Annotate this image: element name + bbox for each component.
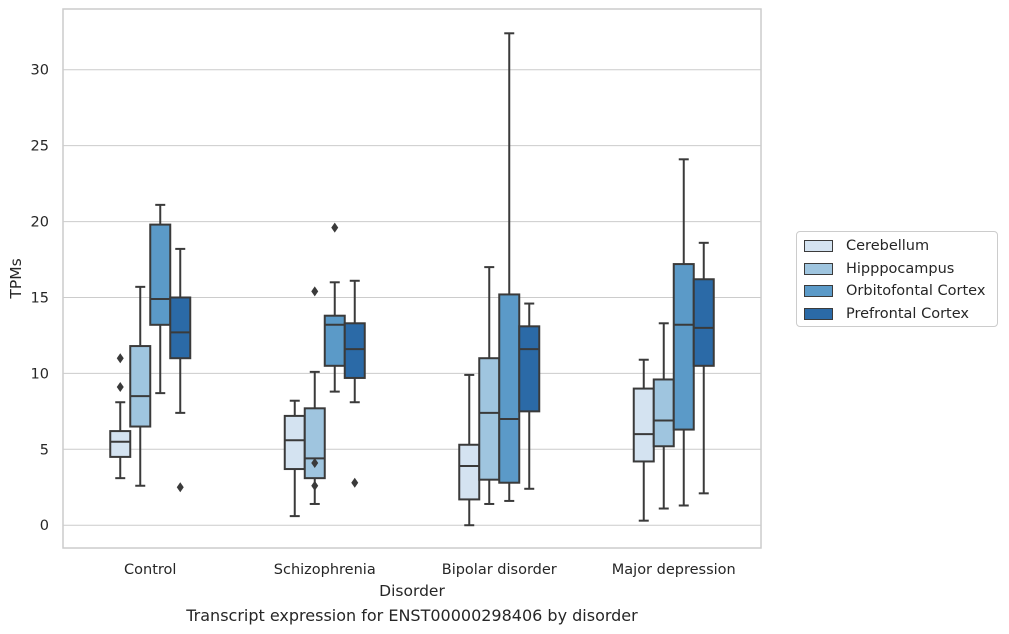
outlier-point (351, 477, 359, 488)
legend-label-prefrontal-cortex: Prefrontal Cortex (846, 306, 969, 322)
iqr-box (169, 296, 192, 360)
iqr-box (632, 387, 655, 463)
legend-item-hipppocampus: Hipppocampus (804, 259, 954, 279)
y-tick-label: 15 (31, 290, 49, 306)
y-tick-label: 20 (31, 215, 49, 231)
outlier-point (311, 457, 319, 468)
legend-swatch-hipppocampus (804, 263, 833, 275)
iqr-box (149, 223, 172, 326)
iqr-box (283, 414, 306, 471)
iqr-box (129, 345, 152, 428)
legend-label-orbitofontal-cortex: Orbitofontal Cortex (846, 283, 986, 299)
y-tick-label: 0 (40, 518, 49, 534)
box-prefrontal-cortex-control (169, 247, 192, 493)
legend-label-cerebellum: Cerebellum (846, 238, 930, 254)
box-orbitofontal-cortex-bipolar-disorder (498, 32, 521, 502)
y-tick-label: 30 (31, 63, 49, 79)
x-tick-label: Schizophrenia (274, 562, 376, 578)
outlier-point (311, 286, 319, 297)
outlier-point (116, 353, 124, 364)
outlier-point (116, 382, 124, 393)
box-cerebellum-bipolar-disorder (458, 373, 481, 527)
plot-frame (62, 8, 762, 549)
box-cerebellum-schizophrenia (283, 399, 306, 518)
legend: Cerebellum Hipppocampus Orbitofontal Cor… (796, 231, 998, 327)
box-hipppocampus-bipolar-disorder (478, 266, 501, 505)
x-tick-label: Major depression (612, 562, 736, 578)
outlier-point (176, 482, 184, 493)
x-axis-label: Disorder (379, 582, 445, 600)
outlier-point (331, 222, 339, 233)
y-axis-label: TPMs (7, 258, 25, 299)
iqr-box (478, 357, 501, 481)
box-orbitofontal-cortex-control (149, 203, 172, 395)
iqr-box (343, 322, 366, 379)
iqr-box (303, 407, 326, 480)
legend-swatch-orbitofontal-cortex (804, 285, 833, 297)
legend-label-hipppocampus: Hipppocampus (846, 261, 955, 277)
x-tick-label: Bipolar disorder (442, 562, 557, 578)
outlier-point (311, 480, 319, 491)
legend-item-orbitofontal-cortex: Orbitofontal Cortex (804, 281, 985, 301)
iqr-box (518, 325, 541, 413)
box-cerebellum-control (109, 353, 132, 480)
y-tick-label: 10 (31, 366, 49, 382)
iqr-box (652, 378, 675, 448)
box-prefrontal-cortex-major-depression (692, 241, 715, 495)
iqr-box (109, 430, 132, 458)
legend-swatch-cerebellum (804, 240, 833, 252)
box-cerebellum-major-depression (632, 358, 655, 522)
box-orbitofontal-cortex-schizophrenia (323, 222, 346, 393)
x-tick-label: Control (124, 562, 176, 578)
legend-item-prefrontal-cortex: Prefrontal Cortex (804, 304, 969, 324)
legend-swatch-prefrontal-cortex (804, 308, 833, 320)
iqr-box (458, 443, 481, 501)
y-tick-label: 25 (31, 139, 49, 155)
iqr-box (498, 293, 521, 484)
iqr-box (672, 263, 695, 431)
y-tick-label: 5 (40, 442, 49, 458)
iqr-box (323, 314, 346, 367)
legend-item-cerebellum: Cerebellum (804, 236, 929, 256)
figure-caption: Transcript expression for ENST0000029840… (186, 606, 638, 625)
box-prefrontal-cortex-bipolar-disorder (518, 302, 541, 490)
box-hipppocampus-control (129, 285, 152, 487)
box-hipppocampus-schizophrenia (303, 286, 326, 505)
box-orbitofontal-cortex-major-depression (672, 158, 695, 507)
box-prefrontal-cortex-schizophrenia (343, 279, 366, 488)
box-hipppocampus-major-depression (652, 322, 675, 510)
iqr-box (692, 278, 715, 367)
